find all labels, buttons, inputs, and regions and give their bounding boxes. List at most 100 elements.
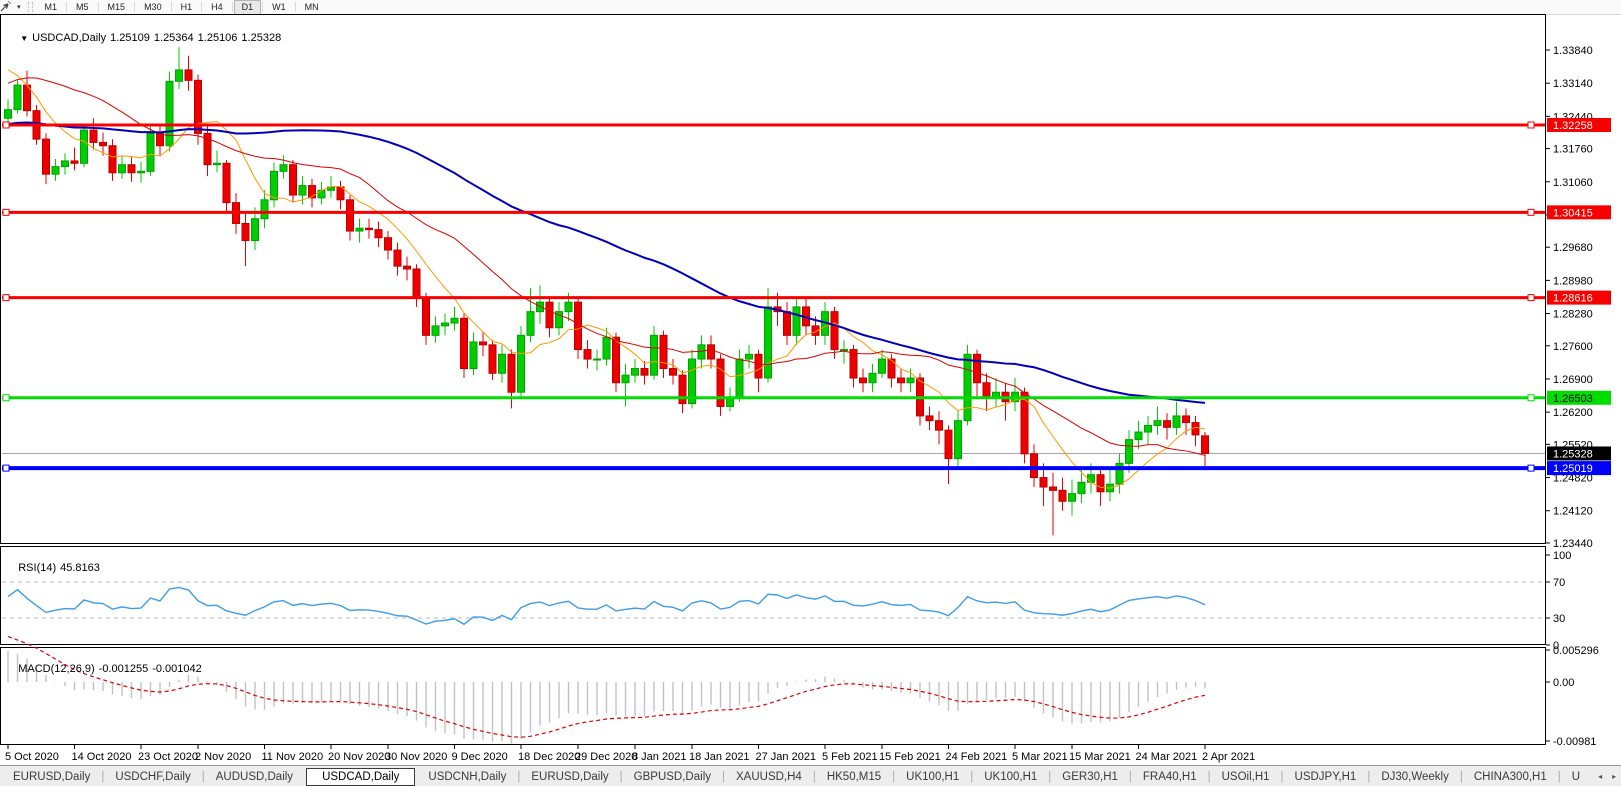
chart-tab-ger30-h1[interactable]: GER30,H1 [1062,770,1118,783]
time-axis-label: 8 Jan 2021 [632,751,686,763]
tab-separator: | [201,770,205,783]
candle-body-bear [897,377,905,384]
price-axis-label: 1.28280 [1553,309,1593,321]
chart-tab-dj30-weekly[interactable]: DJ30,Weekly [1381,770,1449,783]
time-axis-label: 11 Nov 2020 [262,751,324,763]
chart-tab-audusd-daily[interactable]: AUDUSD,Daily [215,770,294,783]
candle-body-bull [1115,462,1124,485]
hline-handle-right[interactable] [1527,294,1535,302]
candle-body-bear [1020,391,1029,455]
timeframe-button-mn[interactable]: MN [304,1,319,12]
chart-tab-bar: EURUSD,Daily | USDCHF,Daily | AUDUSD,Daily US… [0,765,1621,786]
chart-symbol: USDCAD,Daily [32,32,107,44]
timeframe-button-m5[interactable]: M5 [76,1,89,12]
hline-handle-right[interactable] [1527,394,1535,402]
moving-average-21 [7,77,1206,456]
candle-body-bear [70,160,79,164]
candle-body-bull [602,336,611,360]
chart-tab-gbpusd-daily[interactable]: GBPUSD,Daily [633,770,711,783]
candle-body-bear [89,129,98,143]
hline-handle-right[interactable] [1527,464,1535,472]
toolbar-separator [231,2,233,12]
chart-tab-fra40-h1[interactable]: FRA40,H1 [1142,770,1197,783]
candle-body-bear [887,358,896,379]
rsi-label: RSI(14) [18,562,57,574]
macd-pane-border [0,647,1546,745]
candle-body-bear [1182,415,1190,424]
time-axis-label: 5 Feb 2021 [822,751,878,763]
candle-body-bull [175,69,183,82]
triangle-down-icon[interactable]: ▼ [20,34,29,43]
timeframe-button-h4[interactable]: H4 [211,1,223,12]
candle-body-bull [555,311,563,329]
chart-tab-usdchf-daily[interactable]: USDCHF,Daily [115,770,191,783]
price-axis-label: 1.33840 [1553,45,1593,57]
candle-body-bear [1049,486,1057,491]
timeframe-button-w1[interactable]: W1 [272,1,286,12]
candle-body-bear [973,353,981,384]
timeframe-button-m1[interactable]: M1 [44,1,58,12]
cursor-tool-icon[interactable] [0,0,16,13]
toolbar-dropdown-caret-icon[interactable]: ▾ [17,4,21,11]
price-axis-label: 1.29680 [1553,242,1593,254]
chart-tab-hk50-m15[interactable]: HK50,M15 [826,770,882,783]
candle-body-bull [279,164,288,172]
chart-tab-uk100-h1[interactable]: UK100,H1 [906,770,960,783]
candle-body-bull [868,372,877,384]
hline-handle-left[interactable] [2,294,10,302]
candle-body-bear [488,344,497,374]
candle-body-bear [241,222,250,242]
chart-tab-eurusd-daily[interactable]: EURUSD,Daily [13,770,91,783]
chart-tab-usoil-h1[interactable]: USOil,H1 [1221,770,1270,783]
price-axis-label: 1.24120 [1553,506,1593,518]
time-axis[interactable] [0,745,1546,765]
hline-handle-left[interactable] [2,464,10,472]
chart-tab-usdcad-daily[interactable]: USDCAD,Daily [306,767,416,786]
time-axis-label: 27 Jan 2021 [756,751,817,763]
hline-price-box [1547,461,1611,476]
timeframe-button-m30[interactable]: M30 [144,1,162,12]
hline-handle-right[interactable] [1527,121,1535,129]
chart-tab-usdcnh-daily[interactable]: USDCNH,Daily [428,770,507,783]
hline-handle-left[interactable] [2,208,10,216]
tab-scroll-controls: ◂ ▸ [1593,772,1621,781]
candle-body-bull [906,377,915,384]
quote-close: 1.25328 [241,32,282,44]
hline-handle-left[interactable] [2,394,10,402]
candle-body-bull [260,199,269,220]
chart-tab-usdjpy-h1[interactable]: USDJPY,H1 [1294,770,1357,783]
current-price-label: 1.25328 [1553,448,1593,460]
chart-tab-china300-h1[interactable]: CHINA300,H1 [1473,770,1547,783]
candle-body-bull [621,374,630,384]
candle-body-bear [289,164,297,196]
candle-body-bear [384,237,392,251]
timeframe-button-h1[interactable]: H1 [180,1,193,12]
timeframe-button-m15[interactable]: M15 [107,1,126,12]
toolbar-separator [97,2,99,12]
candle-body-bear [669,368,677,376]
tab-separator: | [1459,770,1463,783]
candle-body-bear [365,227,373,231]
candle-body-bear [412,268,421,298]
hline-handle-left[interactable] [2,121,10,129]
candle-body-bear [184,69,193,81]
candle-body-bull [1172,415,1181,428]
candle-body-bull [298,185,307,196]
time-axis-label: 14 Oct 2020 [72,751,132,763]
tab-scroll-right-icon[interactable]: ▸ [1612,772,1617,781]
tab-scroll-left-icon[interactable]: ◂ [1598,772,1603,781]
chart-tab-u[interactable]: U [1571,770,1581,783]
candle-body-bull [688,358,696,405]
candle-body-bull [51,166,60,175]
chart-tab-xauusd-h4[interactable]: XAUUSD,H4 [736,770,802,783]
price-axis[interactable] [1546,14,1621,745]
macd-signal-value: -0.001042 [152,663,202,675]
chart-tab-uk100-h1[interactable]: UK100,H1 [984,770,1038,783]
candle-body-bull [1068,493,1076,502]
time-axis-label: 20 Nov 2020 [328,751,390,763]
hline-handle-right[interactable] [1527,208,1535,216]
candle-body-bear [754,353,763,379]
chart-tab-eurusd-daily[interactable]: EURUSD,Daily [531,770,609,783]
candle-body-bull [963,353,972,422]
